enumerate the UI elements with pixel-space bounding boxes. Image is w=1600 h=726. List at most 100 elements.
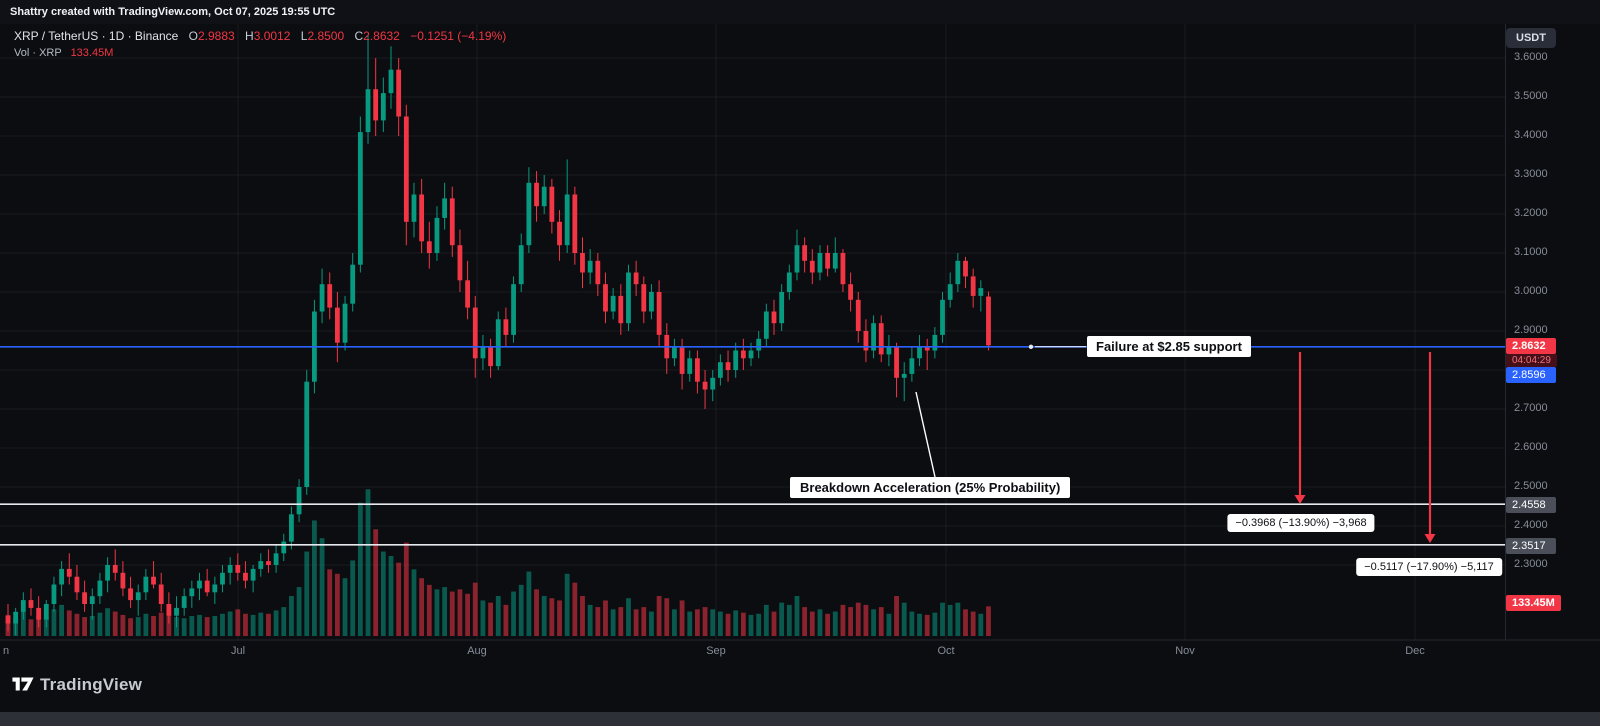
volume-bar <box>863 604 869 636</box>
candle <box>350 253 356 312</box>
close-value: 2.8632 <box>363 29 400 43</box>
legend-row-volume: Vol · XRP 133.45M <box>14 47 506 59</box>
measure-label-1[interactable]: −0.3968 (−13.90%) −3,968 <box>1227 514 1375 532</box>
candle <box>373 58 379 136</box>
countdown-timer: 04:04:29 <box>1506 354 1557 367</box>
candle <box>817 245 823 281</box>
volume-bar <box>480 600 486 636</box>
candle <box>924 338 930 370</box>
breakdown-annotation[interactable]: Breakdown Acceleration (25% Probability) <box>790 477 1071 498</box>
candle <box>832 237 838 273</box>
candle <box>28 588 34 616</box>
volume-bar <box>373 529 379 636</box>
candle <box>396 58 402 136</box>
candle <box>932 327 938 359</box>
candle <box>710 370 716 402</box>
candle <box>894 342 899 398</box>
candle <box>380 77 386 133</box>
volume-bar <box>97 612 103 636</box>
candle <box>695 350 700 394</box>
volume-bar <box>20 611 26 636</box>
candle <box>426 221 432 269</box>
time-tick-label: Dec <box>1405 645 1425 657</box>
volume-bar <box>710 609 716 636</box>
price-tick-label: 2.7000 <box>1514 402 1548 414</box>
candle <box>855 292 861 343</box>
price-axis[interactable]: 3.6000 3.5000 3.4000 3.3000 3.2000 3.1000 3.00… <box>1505 24 1600 640</box>
low-value: 2.8500 <box>307 29 345 43</box>
volume-bar <box>679 600 685 636</box>
volume-bar <box>442 587 448 636</box>
down-arrow-1[interactable] <box>1294 352 1306 504</box>
volume-bar <box>273 610 279 636</box>
candle <box>151 561 156 589</box>
volume-bar <box>518 584 524 636</box>
down-arrow-2[interactable] <box>1424 352 1436 543</box>
candle <box>304 370 310 495</box>
volume-bar <box>304 551 310 636</box>
candle <box>243 561 248 589</box>
price-tick-label: 3.2000 <box>1514 207 1548 219</box>
candle <box>97 572 103 604</box>
candle <box>756 331 762 359</box>
candle <box>909 346 915 382</box>
candle <box>840 249 846 292</box>
volume-bar <box>511 591 516 636</box>
price-tick-label: 3.6000 <box>1514 51 1548 63</box>
candle <box>702 370 708 409</box>
candle <box>603 272 608 324</box>
candle <box>403 104 409 246</box>
candle <box>365 34 371 144</box>
candle <box>197 572 202 601</box>
volume-bar <box>112 611 118 636</box>
candle <box>419 178 425 253</box>
volume-bar <box>794 596 800 636</box>
volume-bar <box>380 551 386 636</box>
volume-study-label[interactable]: Vol · XRP <box>14 47 62 59</box>
symbol-title[interactable]: XRP / TetherUS · 1D · Binance <box>14 29 179 43</box>
volume-value: 133.45M <box>70 47 114 59</box>
tradingview-logo-icon <box>12 677 34 691</box>
candle <box>771 299 777 335</box>
target-price-label-2: 2.3517 <box>1506 538 1556 554</box>
volume-bar <box>947 604 953 636</box>
volume-bar <box>227 611 233 636</box>
crosshair-dot <box>1028 344 1034 349</box>
volume-bar <box>901 602 907 636</box>
candle <box>633 260 639 296</box>
volume-bar <box>396 562 402 636</box>
measure-label-2[interactable]: −0.5117 (−17.90%) −5,117 <box>1356 558 1502 576</box>
volume-bar <box>158 612 164 636</box>
volume-bar <box>779 602 785 636</box>
candle <box>334 292 340 363</box>
volume-bar <box>327 569 333 636</box>
volume-bar <box>748 614 754 636</box>
volume-bar <box>350 560 356 636</box>
volume-bar <box>526 571 532 636</box>
volume-bar <box>312 520 317 636</box>
volume-bar <box>924 614 930 636</box>
failure-support-annotation[interactable]: Failure at $2.85 support <box>1087 336 1251 357</box>
candle <box>809 249 815 285</box>
volume-bar <box>503 604 509 636</box>
candle <box>955 253 961 292</box>
candle <box>580 237 585 289</box>
candle <box>618 284 624 335</box>
last-price-label: 2.8632 <box>1506 338 1556 354</box>
volume-bar <box>649 611 654 636</box>
volume-bar <box>465 593 470 636</box>
volume-bar <box>664 598 670 636</box>
time-tick-label: Jul <box>230 645 246 657</box>
volume-bar <box>74 613 80 636</box>
candle <box>465 260 470 320</box>
down-arrow-2-head <box>1424 534 1436 543</box>
candle <box>5 604 11 632</box>
candle <box>43 600 49 628</box>
time-tick-label: n <box>2 645 10 657</box>
volume-bar <box>334 573 340 636</box>
currency-toggle-button[interactable]: USDT <box>1506 28 1556 48</box>
volume-bar <box>717 611 723 636</box>
candle <box>250 565 256 593</box>
